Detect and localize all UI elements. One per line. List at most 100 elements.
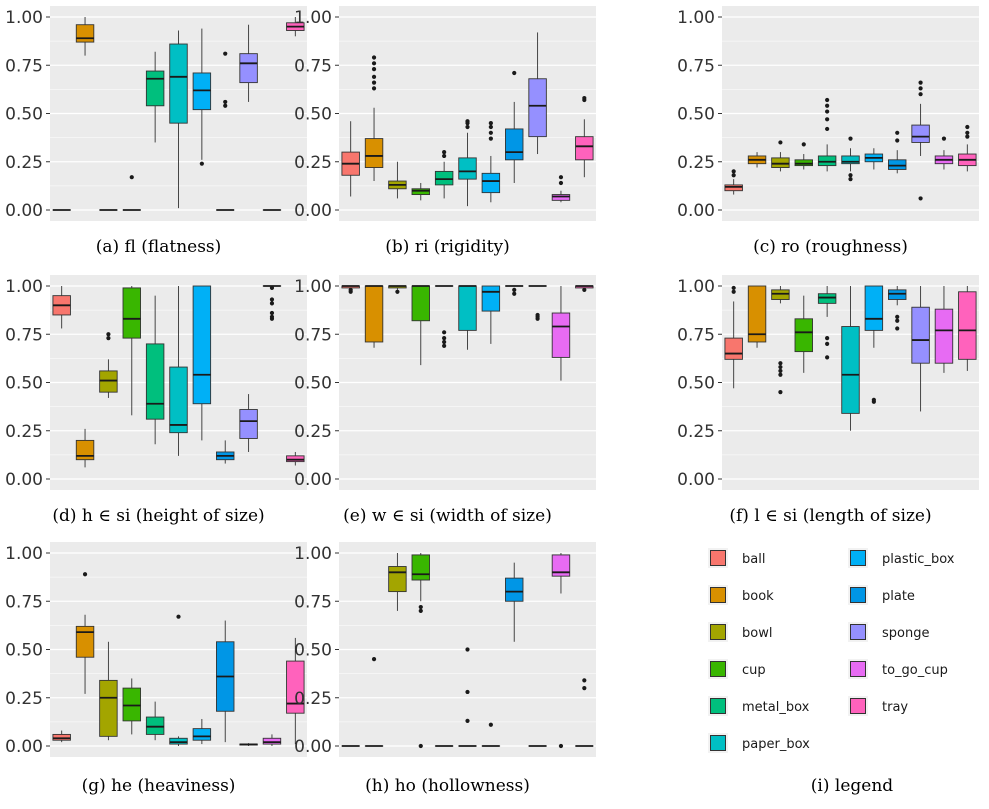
- iqr-box: [122, 287, 141, 339]
- outlier-point: [176, 614, 181, 619]
- box-ball: [724, 169, 743, 195]
- box-bowl: [99, 641, 118, 741]
- y-tick-label: 0.00: [5, 470, 43, 490]
- legend-key-swatch: [710, 587, 726, 603]
- box-paper-box: [458, 647, 477, 747]
- outlier-point: [895, 318, 900, 323]
- iqr-box: [192, 72, 212, 111]
- box-cup: [794, 142, 813, 170]
- box-to-go-cup: [551, 286, 571, 381]
- box-metal-box: [145, 295, 165, 445]
- outlier-point: [558, 175, 564, 180]
- panel-caption: (d) h ∈ si (height of size): [52, 506, 264, 526]
- y-tick-label: 0.00: [677, 201, 715, 221]
- outlier-point: [269, 310, 275, 316]
- outlier-point: [582, 287, 587, 292]
- box-plate: [505, 70, 524, 183]
- outlier-point: [825, 117, 830, 122]
- iqr-box: [551, 554, 571, 577]
- panel-caption: (e) w ∈ si (width of size): [343, 506, 552, 526]
- outlier-point: [512, 70, 517, 76]
- legend-key-swatch: [710, 550, 726, 566]
- box-ball: [341, 285, 360, 294]
- iqr-box: [145, 70, 165, 107]
- y-tick-label: 0.50: [5, 105, 43, 125]
- box-sponge: [911, 80, 930, 201]
- y-tick-label: 1.00: [294, 277, 332, 297]
- legend-label: cup: [742, 663, 766, 678]
- outlier-point: [512, 287, 517, 292]
- outlier-point: [825, 355, 830, 360]
- legend-item-bowl: bowl: [708, 622, 772, 642]
- box-plate: [505, 562, 524, 642]
- box-to-go-cup: [551, 175, 571, 203]
- iqr-box: [528, 78, 547, 138]
- legend-label: plate: [882, 589, 915, 604]
- legend-label: to_go_cup: [882, 663, 948, 678]
- outlier-point: [965, 124, 970, 130]
- outlier-point: [535, 312, 540, 318]
- boxplot-panel-4: 0.00 0.25 0.50 0.75 1.00 (d) h ∈ si (height o…: [5, 275, 307, 526]
- box-plastic-box: [864, 148, 884, 170]
- box-tray: [286, 451, 305, 466]
- iqr-box: [958, 291, 977, 360]
- outlier-point: [465, 119, 470, 124]
- iqr-box: [364, 285, 384, 343]
- outlier-point: [895, 138, 900, 143]
- y-tick-label: 0.00: [294, 201, 332, 221]
- outlier-point: [442, 153, 447, 159]
- iqr-box: [411, 285, 430, 322]
- y-tick-label: 0.25: [294, 422, 332, 442]
- outlier-point: [825, 126, 830, 132]
- iqr-box: [505, 128, 524, 161]
- box-ball: [341, 121, 360, 197]
- box-plastic-box: [192, 285, 212, 441]
- legend-item-book: book: [708, 585, 774, 605]
- panel-caption: (g) he (heaviness): [82, 776, 236, 796]
- iqr-box: [817, 293, 837, 304]
- box-metal-box: [434, 285, 454, 348]
- box-metal-box: [145, 701, 165, 741]
- outlier-point: [731, 285, 736, 291]
- iqr-box: [794, 318, 813, 353]
- iqr-box: [99, 370, 118, 393]
- box-plate: [505, 285, 524, 296]
- outlier-point: [778, 368, 783, 374]
- outlier-point: [199, 161, 204, 166]
- box-cup: [122, 175, 141, 211]
- box-bowl: [771, 140, 790, 172]
- outlier-point: [269, 297, 275, 302]
- iqr-box: [169, 737, 188, 745]
- outlier-point: [778, 361, 783, 366]
- box-plastic-box: [481, 121, 501, 203]
- y-tick-label: 1.00: [294, 8, 332, 28]
- legend-item-plastic-box: plastic_box: [848, 548, 955, 568]
- y-tick-label: 0.25: [5, 153, 43, 173]
- box-plate: [216, 620, 235, 743]
- outlier-point: [465, 647, 470, 652]
- outlier-point: [825, 103, 830, 108]
- y-tick-label: 0.75: [5, 592, 43, 612]
- iqr-box: [99, 679, 118, 737]
- outlier-point: [418, 608, 423, 614]
- box-tray: [575, 95, 594, 178]
- iqr-box: [145, 716, 165, 735]
- outlier-point: [582, 678, 587, 683]
- boxplot-panel-2: 0.00 0.25 0.50 0.75 1.00 (b) ri (rigidity): [294, 6, 596, 257]
- legend-label: bowl: [742, 626, 772, 641]
- outlier-point: [488, 124, 493, 130]
- box-sponge: [528, 285, 547, 321]
- outlier-point: [106, 336, 111, 341]
- outlier-point: [371, 657, 377, 662]
- box-bowl: [771, 286, 790, 395]
- boxplot-panel-8: 0.00 0.25 0.50 0.75 1.00 (h) ho (hollowness): [294, 542, 596, 796]
- box-paper-box: [841, 286, 860, 431]
- boxplot-panel-5: 0.00 0.25 0.50 0.75 1.00 (e) w ∈ si (width of…: [294, 275, 596, 526]
- box-cup: [122, 678, 141, 735]
- box-metal-box: [434, 150, 454, 199]
- box-book: [364, 55, 384, 182]
- y-tick-label: 0.00: [5, 737, 43, 757]
- iqr-box: [364, 138, 384, 168]
- box-ball: [52, 730, 71, 743]
- legend-caption: (i) legend: [811, 776, 893, 796]
